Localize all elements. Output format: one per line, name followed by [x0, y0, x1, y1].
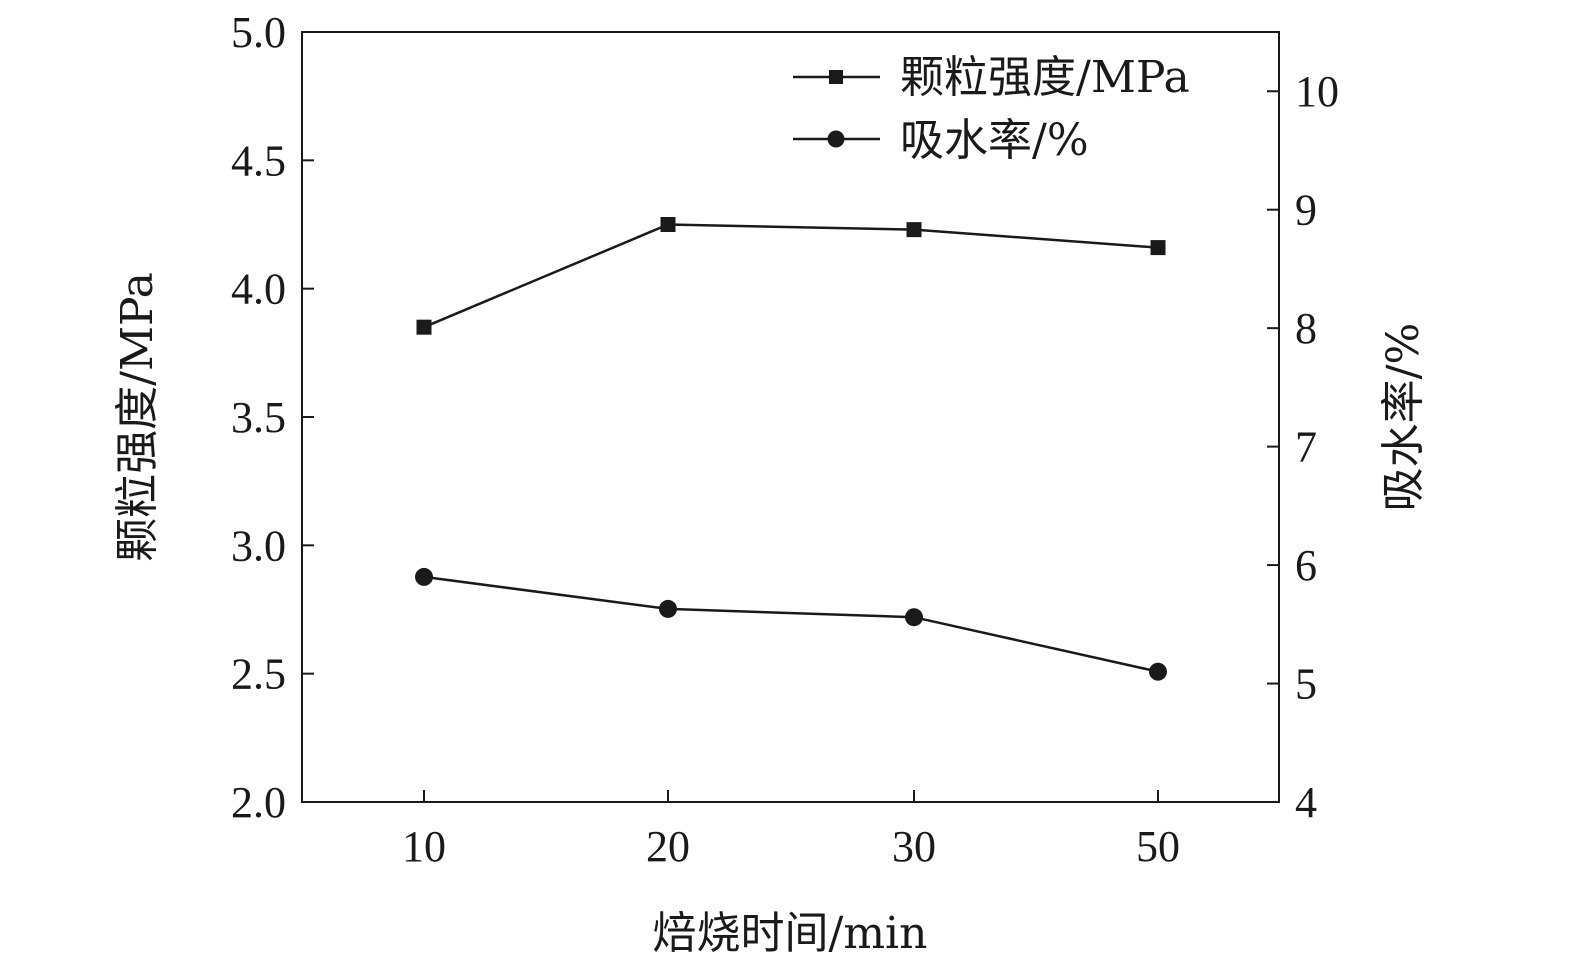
x-tick-label: 20: [646, 822, 690, 871]
data-point-square: [906, 222, 922, 238]
y-left-tick-label: 3.5: [231, 393, 286, 442]
y-axis-label-right: 吸水率/%: [1378, 323, 1429, 512]
data-point-square: [1150, 240, 1166, 256]
series-line-1: [423, 575, 1159, 673]
legend: 颗粒强度/MPa 吸水率/%: [793, 52, 1190, 166]
y-right-tick-label: 8: [1295, 304, 1317, 353]
y-right-tick-label: 9: [1295, 186, 1317, 235]
x-tick-label: 10: [402, 822, 446, 871]
y-right-tick-label: 4: [1295, 778, 1317, 827]
legend-label-absorption: 吸水率/%: [900, 115, 1089, 166]
data-point-circle: [1149, 662, 1167, 681]
y-left-tick-label: 3.0: [231, 521, 286, 570]
x-axis-label: 焙烧时间/min: [653, 908, 928, 959]
y-right-tick-label: 6: [1295, 541, 1317, 590]
y-right-tick-label: 10: [1295, 67, 1339, 116]
legend-square-marker-icon: [829, 70, 843, 84]
data-point-square: [416, 319, 432, 335]
y-right-tick-label: 5: [1295, 660, 1317, 709]
plot-frame: [301, 31, 1280, 803]
legend-item-absorption: 吸水率/%: [793, 115, 1089, 166]
legend-item-strength: 颗粒强度/MPa: [793, 52, 1190, 103]
legend-circle-marker-icon: [827, 130, 845, 148]
legend-label-strength: 颗粒强度/MPa: [900, 52, 1190, 103]
series-layer: [415, 217, 1167, 681]
ticks-layer: 2.0 2.5 3.0 3.5 4.0 4.5 5.0 4 5 6 7 8 9 10 10 20 30 50: [231, 8, 1339, 871]
y-right-tick-label: 7: [1295, 423, 1317, 472]
data-point-circle: [415, 567, 433, 586]
data-point-circle: [905, 608, 923, 627]
y-left-tick-label: 4.5: [231, 136, 286, 185]
x-tick-label: 30: [892, 822, 936, 871]
y-left-tick-label: 2.0: [231, 778, 286, 827]
y-left-tick-label: 5.0: [231, 8, 286, 57]
data-point-square: [660, 217, 676, 232]
series-line-0: [423, 223, 1159, 329]
y-left-tick-label: 4.0: [231, 265, 286, 314]
y-axis-label-left: 颗粒强度/MPa: [112, 272, 163, 562]
y-left-tick-label: 2.5: [231, 650, 286, 699]
data-point-circle: [659, 599, 677, 618]
x-tick-label: 50: [1136, 822, 1180, 871]
